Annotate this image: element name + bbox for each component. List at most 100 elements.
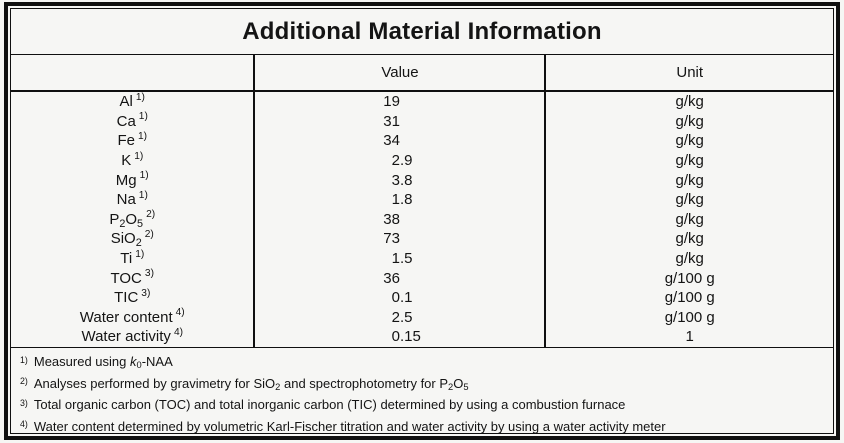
table-body: Al 1) 19 g/kg Ca 1) 31 g/kg Fe 1) 34 g/kg K 1) 2.9 g/kg… <box>11 92 833 348</box>
header-unit-cell: Unit <box>544 55 833 90</box>
footnote-ref: 3) <box>141 287 151 299</box>
row-value-int: 0 <box>391 328 400 346</box>
row-unit: g/kg <box>675 210 704 228</box>
row-unit: g/kg <box>675 171 704 189</box>
table-row-unit-cell: g/kg <box>544 248 833 269</box>
row-unit: g/kg <box>675 230 704 248</box>
table-row-value-cell: 19 <box>253 92 544 112</box>
table-row-unit-cell: g/kg <box>544 189 833 210</box>
row-label: P2O5 <box>109 210 144 230</box>
row-value-frac: .5 <box>399 308 413 326</box>
table-row-unit-cell: g/kg <box>544 150 833 171</box>
table-row-unit-cell: g/100 g <box>544 307 833 328</box>
row-value-int: 31 <box>383 112 400 130</box>
footnote-text: Water content determined by volumetric K… <box>33 418 666 434</box>
table-row-label-cell: Ti 1) <box>11 249 253 269</box>
table-row-label-cell: SiO2 2) <box>11 229 253 249</box>
footnote-ref: 2) <box>146 209 156 221</box>
table-row-value-cell: 3.8 <box>253 170 544 190</box>
footnote-text: Measured using k0-NAA <box>33 354 173 371</box>
table-row-label-cell: Mg 1) <box>11 170 253 190</box>
row-unit: g/kg <box>675 191 704 209</box>
row-value-int: 3 <box>391 171 400 189</box>
table-row-label-cell: K 1) <box>11 151 253 171</box>
table-row-label-cell: TOC 3) <box>11 268 253 288</box>
row-value-frac: .9 <box>399 152 413 170</box>
row-value-frac: .8 <box>399 191 413 209</box>
row-value-int: 34 <box>383 132 400 150</box>
footnote-line: 1) Measured using k0-NAA <box>18 352 827 374</box>
footnote-text: Total organic carbon (TOC) and total ino… <box>33 397 626 412</box>
footnote-ref: 1) <box>134 150 144 162</box>
footnote-ref: 2) <box>144 228 154 240</box>
row-unit: g/100 g <box>664 289 715 307</box>
table-row-unit-cell: g/100 g <box>544 287 833 308</box>
row-label: TIC <box>114 289 139 307</box>
row-value-int: 19 <box>383 93 400 111</box>
footnote-text: Analyses performed by gravimetry for SiO… <box>33 375 469 392</box>
row-label: Water content <box>79 308 173 326</box>
row-unit: g/100 g <box>664 308 715 326</box>
footnote-ref: 1) <box>135 248 145 260</box>
table-row-label-cell: Al 1) <box>11 92 253 112</box>
row-unit: g/kg <box>675 112 704 130</box>
row-value-int: 1 <box>391 250 400 268</box>
table-row-value-cell: 2.9 <box>253 150 544 171</box>
table-row-value-cell: 73 <box>253 229 544 249</box>
table-row-value-cell: 38 <box>253 209 544 230</box>
footnote-marker: 4) <box>20 419 28 430</box>
table-row-value-cell: 36 <box>253 268 544 288</box>
footnote-ref: 1) <box>135 91 145 103</box>
footnote-ref: 1) <box>137 131 148 142</box>
row-label: Ti <box>120 250 133 268</box>
table-row-unit-cell: g/kg <box>544 209 833 230</box>
table-row-label-cell: Water activity 4) <box>11 327 253 347</box>
footnote-ref: 1) <box>138 189 148 201</box>
row-unit: g/kg <box>675 250 704 268</box>
table-row-value-cell: 2.5 <box>253 307 544 328</box>
table-title: Additional Material Information <box>242 17 602 45</box>
row-value-frac: .5 <box>399 250 413 268</box>
row-unit: g/kg <box>675 152 704 170</box>
footnote-ref: 4) <box>175 307 185 319</box>
row-label: SiO2 <box>110 230 142 250</box>
table-outer-border: Additional Material Information Value Un… <box>4 2 840 440</box>
table-row-value-cell: 31 <box>253 111 544 132</box>
row-value-frac: .1 <box>399 289 413 307</box>
footnote-marker: 2) <box>20 376 28 387</box>
row-value-int: 38 <box>383 210 400 228</box>
row-value-int: 2 <box>391 152 400 170</box>
table-row-value-cell: 0.15 <box>253 327 544 347</box>
table-row-value-cell: 1.8 <box>253 189 544 210</box>
row-value-int: 0 <box>391 289 400 307</box>
table-row-unit-cell: 1 <box>544 327 833 347</box>
row-label: K <box>121 152 132 170</box>
table-row-unit-cell: g/kg <box>544 92 833 112</box>
table-row-label-cell: TIC 3) <box>11 288 253 308</box>
row-label: TOC <box>110 269 142 287</box>
row-unit: 1 <box>685 328 694 346</box>
table-row-unit-cell: g/100 g <box>544 268 833 288</box>
header-value-cell: Value <box>253 55 544 90</box>
table-row-unit-cell: g/kg <box>544 170 833 190</box>
footnote-ref: 1) <box>139 170 149 182</box>
row-value-int: 36 <box>383 269 400 287</box>
row-label: Al <box>119 93 133 111</box>
footnote-marker: 1) <box>20 354 28 365</box>
row-label: Ca <box>116 112 136 130</box>
material-info-table: Additional Material Information Value Un… <box>10 8 834 434</box>
header-parameter-cell <box>11 55 253 90</box>
table-row-label-cell: Fe 1) <box>11 131 253 151</box>
table-row-label-cell: Ca 1) <box>11 112 253 132</box>
table-title-row: Additional Material Information <box>11 9 833 55</box>
table-row-label-cell: P2O5 2) <box>11 210 253 230</box>
row-unit: g/kg <box>675 93 704 111</box>
table-row-label-cell: Na 1) <box>11 190 253 210</box>
footnote-ref: 1) <box>138 111 148 123</box>
table-row-value-cell: 1.5 <box>253 248 544 269</box>
row-label: Na <box>116 191 136 209</box>
table-row-unit-cell: g/kg <box>544 111 833 132</box>
footnotes-section: 1) Measured using k0-NAA 2) Analyses perfor… <box>11 348 833 434</box>
table-row-label-cell: Water content 4) <box>11 308 253 328</box>
table-header-row: Value Unit <box>11 55 833 92</box>
